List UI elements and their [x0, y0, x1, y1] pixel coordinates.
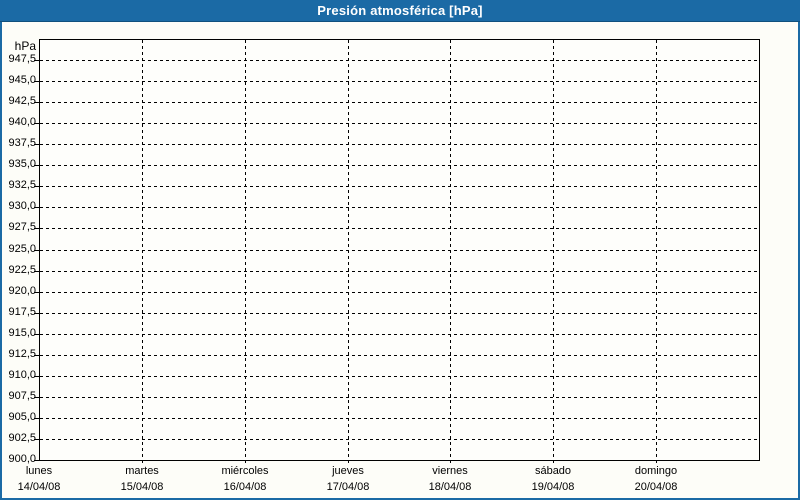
y-axis-tick-label: 945,0 — [8, 74, 36, 86]
y-axis-tick — [34, 250, 39, 251]
frame-border-bottom — [0, 498, 800, 500]
y-axis-tick — [34, 376, 39, 377]
gridline-vertical — [142, 40, 143, 460]
y-axis-tick — [34, 228, 39, 229]
x-axis-day-name: miércoles — [221, 465, 269, 477]
frame-border-left — [0, 22, 2, 500]
y-axis-tick-label: 947,5 — [8, 53, 36, 65]
chart-title-bar: Presión atmosférica [hPa] — [0, 0, 800, 22]
y-axis-tick — [34, 186, 39, 187]
y-axis-tick — [34, 123, 39, 124]
y-axis-tick-label: 927,5 — [8, 221, 36, 233]
y-axis-tick — [34, 313, 39, 314]
gridline-vertical — [553, 40, 554, 460]
x-axis-day-label: sábado 19/04/08 — [498, 464, 608, 495]
y-axis-tick-label: 922,5 — [8, 264, 36, 276]
x-axis-tick — [656, 460, 657, 466]
x-axis-date: 16/04/08 — [223, 481, 267, 493]
x-axis-day-name: martes — [125, 465, 159, 477]
x-axis-day-label: domingo 20/04/08 — [601, 464, 711, 495]
x-axis-date: 15/04/08 — [120, 481, 164, 493]
gridline-horizontal — [40, 186, 759, 187]
y-axis-tick-label: 930,0 — [8, 200, 36, 212]
gridline-horizontal — [40, 313, 759, 314]
gridline-horizontal — [40, 165, 759, 166]
x-axis-day-label: martes 15/04/08 — [87, 464, 197, 495]
gridline-horizontal — [40, 271, 759, 272]
x-axis-day-label: jueves 17/04/08 — [293, 464, 403, 495]
gridline-vertical — [656, 40, 657, 460]
gridline-horizontal — [40, 228, 759, 229]
x-axis-tick — [142, 460, 143, 466]
y-axis-tick — [34, 355, 39, 356]
y-axis-tick-label: 905,0 — [8, 411, 36, 423]
gridline-horizontal — [40, 397, 759, 398]
x-axis-tick — [450, 460, 451, 466]
y-axis-tick-label: 900,0 — [8, 453, 36, 465]
gridline-horizontal — [40, 355, 759, 356]
chart-title: Presión atmosférica [hPa] — [317, 3, 483, 18]
gridline-horizontal — [40, 81, 759, 82]
gridline-vertical — [450, 40, 451, 460]
x-axis-date: 14/04/08 — [17, 481, 61, 493]
y-axis-tick-label: 917,5 — [8, 306, 36, 318]
x-axis-date: 19/04/08 — [531, 481, 575, 493]
y-axis-tick — [34, 292, 39, 293]
gridline-horizontal — [40, 207, 759, 208]
y-axis-tick — [34, 207, 39, 208]
y-axis-tick — [34, 271, 39, 272]
y-axis-tick-label: 920,0 — [8, 285, 36, 297]
y-axis-tick — [34, 60, 39, 61]
y-axis-tick — [34, 144, 39, 145]
y-axis-tick-label: 925,0 — [8, 243, 36, 255]
x-axis-day-label: lunes 14/04/08 — [0, 464, 94, 495]
y-axis-tick — [34, 397, 39, 398]
x-axis-tick — [348, 460, 349, 466]
frame-border-right — [798, 22, 800, 500]
x-axis-tick — [245, 460, 246, 466]
y-axis-tick-label: 937,5 — [8, 137, 36, 149]
y-axis-tick — [34, 439, 39, 440]
y-axis-tick — [34, 418, 39, 419]
y-axis-tick-label: 912,5 — [8, 348, 36, 360]
y-axis-tick — [34, 334, 39, 335]
gridline-horizontal — [40, 292, 759, 293]
gridline-horizontal — [40, 60, 759, 61]
y-axis-tick-label: 902,5 — [8, 432, 36, 444]
x-axis-date: 17/04/08 — [326, 481, 370, 493]
x-axis-date: 18/04/08 — [428, 481, 472, 493]
x-axis-tick — [553, 460, 554, 466]
x-axis-day-label: miércoles 16/04/08 — [190, 464, 300, 495]
y-axis-unit-label: hPa — [14, 39, 36, 53]
y-axis-tick-label: 910,0 — [8, 369, 36, 381]
gridline-horizontal — [40, 102, 759, 103]
x-axis-day-label: viernes 18/04/08 — [395, 464, 505, 495]
y-axis-tick-label: 907,5 — [8, 390, 36, 402]
y-axis-tick-label: 932,5 — [8, 179, 36, 191]
gridline-horizontal — [40, 144, 759, 145]
x-axis-day-name: domingo — [634, 465, 678, 477]
gridline-horizontal — [40, 123, 759, 124]
gridline-horizontal — [40, 418, 759, 419]
y-axis-tick — [34, 102, 39, 103]
y-axis-tick — [34, 460, 39, 461]
x-axis-day-name: jueves — [332, 465, 364, 477]
gridline-horizontal — [40, 250, 759, 251]
gridline-horizontal — [40, 376, 759, 377]
y-axis-tick — [34, 81, 39, 82]
x-axis-day-name: lunes — [25, 465, 53, 477]
gridline-horizontal — [40, 334, 759, 335]
gridline-vertical — [245, 40, 246, 460]
x-axis-day-name: sábado — [534, 465, 572, 477]
y-axis-tick-label: 915,0 — [8, 327, 36, 339]
y-axis-tick — [34, 165, 39, 166]
y-axis-tick-label: 935,0 — [8, 158, 36, 170]
gridline-vertical — [348, 40, 349, 460]
x-axis-date: 20/04/08 — [634, 481, 678, 493]
y-axis-tick-label: 940,0 — [8, 116, 36, 128]
x-axis-day-name: viernes — [432, 465, 468, 477]
gridline-horizontal — [40, 439, 759, 440]
y-axis-tick-label: 942,5 — [8, 95, 36, 107]
